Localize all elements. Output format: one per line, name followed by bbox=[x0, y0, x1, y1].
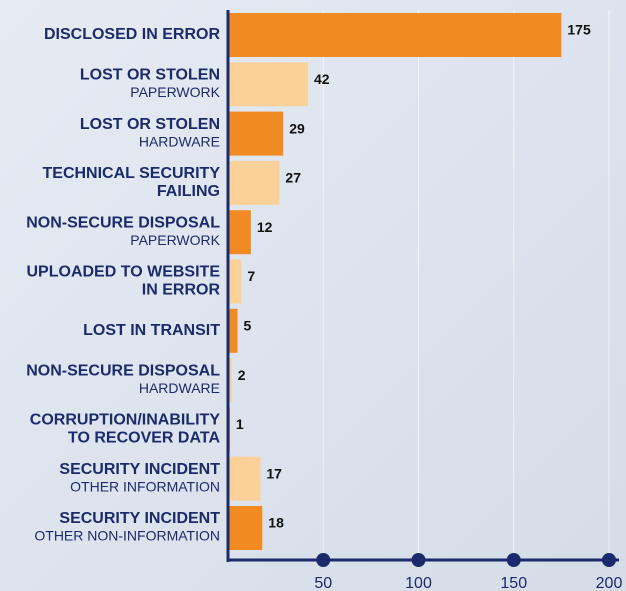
category-label: LOST OR STOLEN bbox=[80, 116, 220, 133]
bar bbox=[228, 506, 263, 550]
category-label: SECURITY INCIDENT bbox=[59, 510, 220, 527]
category-sublabel: PAPERWORK bbox=[130, 84, 220, 100]
category-sublabel: PAPERWORK bbox=[130, 232, 220, 248]
bar bbox=[228, 160, 280, 205]
value-label: 17 bbox=[266, 465, 282, 481]
tick-mark bbox=[411, 553, 426, 567]
bar bbox=[228, 13, 562, 57]
category-label: LOST OR STOLEN bbox=[80, 67, 220, 84]
bar bbox=[228, 259, 242, 304]
bar bbox=[228, 308, 238, 353]
category-label: TECHNICAL SECURITY bbox=[43, 165, 221, 182]
category-label: LOST IN TRANSIT bbox=[83, 322, 220, 339]
x-tick-label: 150 bbox=[500, 575, 527, 591]
bar bbox=[228, 456, 261, 501]
value-label: 42 bbox=[314, 71, 330, 87]
category-label: CORRUPTION/INABILITY bbox=[30, 412, 221, 429]
category-label: DISCLOSED IN ERROR bbox=[44, 26, 220, 43]
bar bbox=[228, 210, 251, 255]
value-label: 18 bbox=[268, 515, 284, 531]
category-label: SECURITY INCIDENT bbox=[59, 461, 220, 478]
value-label: 7 bbox=[247, 268, 255, 284]
category-sublabel: OTHER NON-INFORMATION bbox=[34, 528, 220, 544]
value-label: 12 bbox=[257, 219, 273, 235]
bar bbox=[228, 358, 232, 403]
x-tick-label: 50 bbox=[314, 575, 332, 591]
category-label: TO RECOVER DATA bbox=[68, 430, 220, 447]
category-label: FAILING bbox=[157, 183, 220, 200]
value-label: 27 bbox=[285, 170, 301, 186]
x-tick-label: 100 bbox=[405, 575, 432, 591]
value-label: 175 bbox=[567, 22, 591, 38]
value-label: 29 bbox=[289, 120, 305, 136]
bar bbox=[228, 111, 284, 156]
category-sublabel: OTHER INFORMATION bbox=[70, 478, 220, 494]
category-label: NON-SECURE DISPOSAL bbox=[26, 362, 220, 379]
bar bbox=[228, 62, 309, 107]
tick-mark bbox=[506, 553, 521, 567]
category-label: UPLOADED TO WEBSITE bbox=[27, 264, 221, 281]
category-sublabel: HARDWARE bbox=[139, 380, 220, 396]
category-label: IN ERROR bbox=[142, 282, 221, 299]
value-label: 2 bbox=[238, 367, 246, 383]
tick-mark bbox=[316, 553, 331, 567]
category-sublabel: HARDWARE bbox=[139, 133, 220, 149]
value-label: 1 bbox=[236, 416, 244, 432]
tick-mark bbox=[602, 553, 616, 567]
value-label: 5 bbox=[244, 318, 252, 334]
x-tick-label: 200 bbox=[596, 575, 623, 591]
category-label: NON-SECURE DISPOSAL bbox=[26, 214, 220, 231]
